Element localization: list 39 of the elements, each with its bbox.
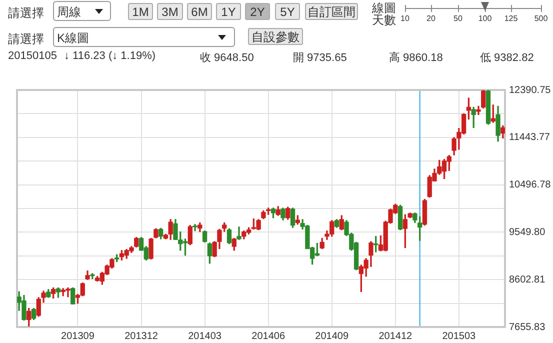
y-tick-label: 9549.80 xyxy=(509,226,546,238)
text: 500 xyxy=(533,14,549,23)
button: 6M xyxy=(187,3,212,20)
text: K線圖 xyxy=(57,30,90,47)
text: 100 xyxy=(477,14,493,23)
button: 自設參數 xyxy=(248,28,303,45)
text: 20 xyxy=(426,14,436,23)
text: 20150105 xyxy=(8,50,57,62)
x-tick-label: 201503 xyxy=(442,330,476,342)
candlestick xyxy=(236,226,242,240)
x-tick-label: 201406 xyxy=(252,330,286,342)
x-tick-label: 201403 xyxy=(188,330,222,342)
text: 線圖天數 xyxy=(372,1,397,27)
text: 請選擇 xyxy=(8,5,44,22)
text: 收 9648.50 xyxy=(200,51,254,65)
x-tick-label: 201312 xyxy=(124,330,158,342)
y-tick-label: 7655.83 xyxy=(509,322,546,333)
y-tick-label: 10496.78 xyxy=(509,180,552,191)
x-tick-label: 201409 xyxy=(315,330,349,342)
text: 125 xyxy=(503,14,519,23)
button: 自訂區間 xyxy=(305,3,358,20)
y-tick-label: 12390.75 xyxy=(509,84,552,96)
button: 1M xyxy=(128,3,153,20)
x-tick-label: 201412 xyxy=(378,330,413,342)
text: 開 9735.65 xyxy=(293,51,347,65)
button: 1Y xyxy=(216,3,241,20)
text: 50 xyxy=(452,14,464,23)
text: 周線 xyxy=(57,4,81,21)
y-tick-label: 8602.81 xyxy=(509,274,546,286)
text: 高 9860.18 xyxy=(389,50,443,65)
text: 10 xyxy=(400,14,410,23)
y-tick-label: 11443.77 xyxy=(509,132,550,144)
button: 5Y xyxy=(275,3,300,20)
button: 3M xyxy=(157,3,183,20)
text: ↓ 116.23 (↓ 1.19%) xyxy=(64,50,156,62)
text: 請選擇 xyxy=(8,31,44,48)
text: 低 9382.82 xyxy=(480,51,534,65)
x-tick-label: 201309 xyxy=(61,330,95,342)
button: 2Y xyxy=(245,3,270,20)
